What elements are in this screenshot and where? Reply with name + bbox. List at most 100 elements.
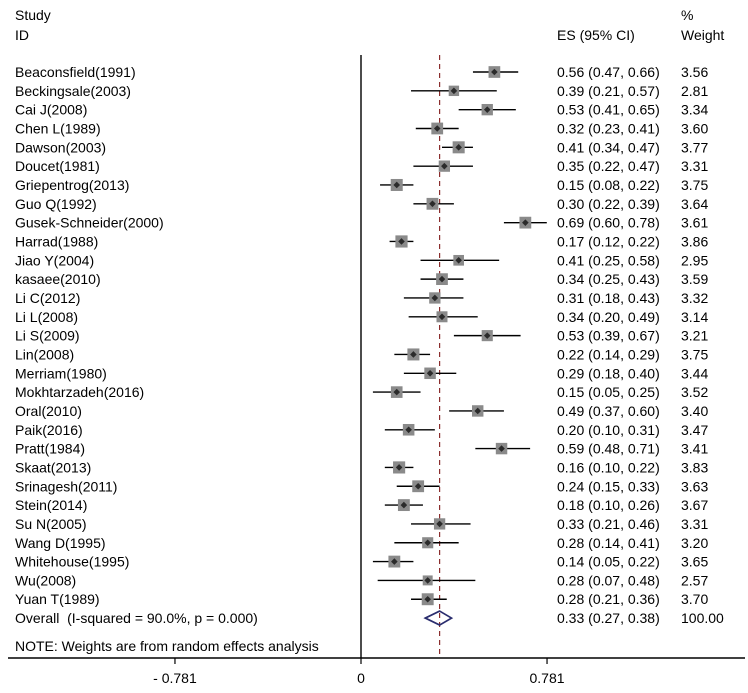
effect-size-value: 0.28 [557,535,584,551]
effect-size-ci-text: 0.69 (0.60, 0.78) [557,215,660,231]
reference-lines [360,55,441,658]
ci-upper-value: 0.66 [628,64,655,80]
study-label: Su N(2005) [15,516,87,532]
weight-value: 3.41 [681,441,708,457]
effect-size-value: 0.39 [557,83,584,99]
effect-size-value: 0.33 [557,610,584,626]
effect-size-value: 0.53 [557,328,584,344]
study-label: Whitehouse(1995) [15,554,129,570]
study-row: Mokhtarzadeh(2016) 0.15 (0.05, 0.25) 3.52 [15,384,708,400]
ci-upper-value: 0.57 [628,83,655,99]
ci-lower-value: 0.22 [593,196,620,212]
study-row: Harrad(1988) 0.17 (0.12, 0.22) 3.86 [15,233,708,249]
weight-value: 3.44 [681,365,708,381]
ci-lower-value: 0.05 [593,554,620,570]
ci-lower-value: 0.22 [593,158,620,174]
ci-lower-value: 0.08 [593,177,620,193]
ci-upper-value: 0.31 [628,422,655,438]
effect-size-ci-text: 0.14 (0.05, 0.22) [557,554,660,570]
ci-lower-value: 0.60 [593,215,620,231]
ci-lower-value: 0.21 [593,83,620,99]
study-row: Wu(2008) 0.28 (0.07, 0.48) 2.57 [15,572,708,588]
point-estimate-marker [441,162,448,170]
weight-value: 3.52 [681,384,708,400]
ci-upper-value: 0.26 [628,497,655,513]
effect-size-ci-text: 0.17 (0.12, 0.22) [557,233,660,249]
study-label: Guo Q(1992) [15,196,97,212]
study-label: Chen L(1989) [15,120,101,136]
study-label: Li L(2008) [15,309,78,325]
study-label: Wang D(1995) [15,535,106,551]
study-row: Oral(2010) 0.49 (0.37, 0.60) 3.40 [15,403,708,419]
weight-value: 100.00 [681,610,724,626]
study-label: Cai J(2008) [15,102,87,118]
effect-size-ci-text: 0.28 (0.07, 0.48) [557,572,660,588]
ci-lower-value: 0.14 [593,535,620,551]
study-label: Lin(2008) [15,346,74,362]
effect-size-value: 0.53 [557,102,584,118]
study-label: Yuan T(1989) [15,591,100,607]
ci-upper-value: 0.49 [628,309,655,325]
effect-size-value: 0.34 [557,271,584,287]
weight-value: 3.75 [681,177,708,193]
study-row: Guo Q(1992) 0.30 (0.22, 0.39) 3.64 [15,196,708,212]
study-row: Skaat(2013) 0.16 (0.10, 0.22) 3.83 [15,459,708,475]
effect-size-ci-text: 0.24 (0.15, 0.33) [557,478,660,494]
effect-size-value: 0.30 [557,196,584,212]
effect-size-ci-text: 0.31 (0.18, 0.43) [557,290,660,306]
effect-size-ci-text: 0.35 (0.22, 0.47) [557,158,660,174]
study-label: Jiao Y(2004) [15,252,94,268]
ci-upper-value: 0.33 [628,478,655,494]
point-estimate-marker [410,351,417,358]
ci-upper-value: 0.41 [628,120,655,136]
study-label: Overall (I-squared = 90.0%, p = 0.000) [15,610,258,626]
column-header-study: Study [15,7,51,23]
weight-value: 3.56 [681,64,708,80]
ci-lower-value: 0.41 [593,102,620,118]
effect-size-ci-text: 0.56 (0.47, 0.66) [557,64,660,80]
ci-lower-value: 0.12 [593,233,620,249]
study-label: Srinagesh(2011) [15,478,117,494]
weight-value: 3.61 [681,215,708,231]
weight-value: 3.75 [681,346,708,362]
column-header-id: ID [15,27,29,43]
ci-lower-value: 0.27 [593,610,620,626]
effect-size-value: 0.18 [557,497,584,513]
effect-size-ci-text: 0.28 (0.14, 0.41) [557,535,660,551]
study-row: Su N(2005) 0.33 (0.21, 0.46) 3.31 [15,516,708,532]
point-estimate-marker [400,501,408,509]
ci-upper-value: 0.40 [628,365,655,381]
study-label: Mokhtarzadeh(2016) [15,384,144,400]
effect-size-value: 0.56 [557,64,584,80]
effect-size-ci-text: 0.30 (0.22, 0.39) [557,196,660,212]
study-label: Stein(2014) [15,497,87,513]
ci-upper-value: 0.65 [628,102,655,118]
point-estimate-marker [431,294,439,302]
overall-row: Overall (I-squared = 90.0%, p = 0.000) 0.… [15,610,724,626]
ci-upper-value: 0.71 [628,441,655,457]
study-row: Lin(2008) 0.22 (0.14, 0.29) 3.75 [15,346,708,362]
study-label: Paik(2016) [15,422,83,438]
effect-size-value: 0.20 [557,422,584,438]
effect-size-ci-text: 0.49 (0.37, 0.60) [557,403,660,419]
ci-upper-value: 0.43 [628,290,655,306]
point-estimate-marker [398,238,405,245]
ci-upper-value: 0.25 [628,384,655,400]
ci-upper-value: 0.22 [628,233,655,249]
study-row: Stein(2014) 0.18 (0.10, 0.26) 3.67 [15,497,708,513]
weight-value: 3.31 [681,158,708,174]
weight-value: 3.64 [681,196,708,212]
effect-size-value: 0.15 [557,177,584,193]
study-label: Doucet(1981) [15,158,100,174]
effect-size-ci-text: 0.32 (0.23, 0.41) [557,120,660,136]
effect-size-value: 0.49 [557,403,584,419]
weight-value: 3.34 [681,102,708,118]
weight-value: 2.57 [681,572,708,588]
ci-lower-value: 0.20 [593,309,620,325]
weight-value: 3.63 [681,478,708,494]
weights-note: NOTE: Weights are from random effects an… [15,638,319,654]
effect-size-value: 0.35 [557,158,584,174]
effect-size-ci-text: 0.39 (0.21, 0.57) [557,83,660,99]
weight-value: 3.83 [681,459,708,475]
study-row: Whitehouse(1995) 0.14 (0.05, 0.22) 3.65 [15,554,708,570]
